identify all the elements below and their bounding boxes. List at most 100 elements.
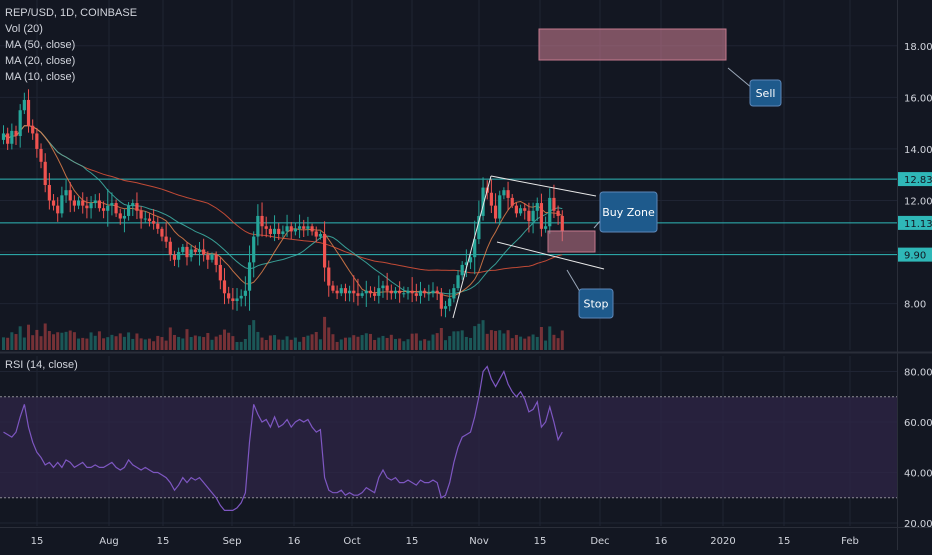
candle[interactable] (448, 289, 452, 312)
candle-body[interactable] (389, 290, 393, 294)
candle-body[interactable] (423, 290, 427, 294)
candle[interactable] (1, 125, 6, 145)
candle[interactable] (356, 278, 360, 306)
candle[interactable] (64, 179, 68, 203)
candle[interactable] (281, 225, 285, 238)
candle-body[interactable] (514, 205, 519, 214)
candle[interactable] (310, 223, 314, 236)
candle[interactable] (439, 288, 443, 317)
candle-body[interactable] (523, 208, 527, 211)
candle-body[interactable] (93, 200, 97, 204)
candle[interactable] (364, 280, 368, 307)
candle[interactable] (452, 284, 456, 303)
time-tick-label[interactable]: Sep (223, 536, 242, 547)
candle[interactable] (160, 226, 164, 242)
legend-ma10[interactable]: MA (10, close) (5, 71, 76, 83)
candle[interactable] (18, 104, 22, 148)
candle-body[interactable] (493, 205, 498, 219)
candle-body[interactable] (531, 210, 535, 222)
candle-body[interactable] (118, 213, 122, 219)
candle-body[interactable] (218, 264, 222, 281)
candle-body[interactable] (418, 290, 423, 296)
candle[interactable] (139, 206, 143, 229)
candle-body[interactable] (160, 228, 164, 237)
candle[interactable] (43, 153, 47, 193)
callout-box[interactable] (749, 79, 782, 107)
candle[interactable] (168, 237, 172, 262)
candle[interactable] (72, 195, 76, 212)
sell-zone[interactable] (538, 28, 727, 61)
candle-body[interactable] (356, 293, 360, 296)
candle-body[interactable] (97, 200, 102, 209)
candle-body[interactable] (460, 264, 464, 276)
candle-body[interactable] (164, 236, 168, 242)
candle[interactable] (147, 213, 152, 227)
candle-body[interactable] (414, 293, 418, 296)
candle[interactable] (552, 184, 556, 219)
candle[interactable] (210, 252, 214, 263)
candle[interactable] (481, 177, 485, 221)
candle-body[interactable] (314, 231, 318, 237)
candle-body[interactable] (510, 197, 514, 206)
candle[interactable] (76, 196, 81, 210)
candle[interactable] (39, 143, 43, 169)
drawings[interactable]: Sell Buy Zone Stop (452, 28, 782, 319)
legend-ma50[interactable]: MA (50, close) (5, 39, 76, 51)
candle-body[interactable] (548, 197, 552, 227)
candle-body[interactable] (152, 221, 156, 224)
candle-body[interactable] (335, 290, 339, 294)
candle[interactable] (214, 251, 218, 273)
candle[interactable] (518, 204, 523, 216)
candle[interactable] (239, 289, 243, 307)
candle-body[interactable] (139, 210, 143, 219)
candle[interactable] (381, 280, 385, 298)
candle[interactable] (302, 219, 306, 238)
candle-body[interactable] (189, 249, 193, 258)
candle-body[interactable] (122, 215, 127, 219)
candle[interactable] (143, 211, 147, 224)
candle[interactable] (377, 275, 381, 304)
candle-body[interactable] (156, 223, 160, 229)
candle[interactable] (10, 123, 14, 150)
candle-body[interactable] (339, 288, 343, 294)
candle[interactable] (14, 125, 18, 145)
candle[interactable] (502, 187, 506, 200)
candle-body[interactable] (539, 203, 544, 229)
candle-body[interactable] (535, 203, 539, 211)
candle[interactable] (93, 194, 97, 209)
candle-body[interactable] (302, 226, 306, 229)
candle[interactable] (127, 202, 131, 221)
candle[interactable] (410, 277, 414, 303)
candle[interactable] (418, 281, 423, 304)
candle[interactable] (398, 281, 402, 303)
candle-body[interactable] (402, 293, 406, 295)
candle[interactable] (35, 127, 39, 158)
candle-body[interactable] (26, 99, 31, 126)
candle[interactable] (177, 247, 181, 268)
candle-body[interactable] (398, 290, 402, 294)
candle-body[interactable] (556, 210, 560, 216)
candle-body[interactable] (393, 290, 398, 294)
candle-body[interactable] (85, 205, 89, 209)
candle-body[interactable] (6, 133, 10, 144)
candle-body[interactable] (110, 203, 114, 206)
candle[interactable] (101, 201, 106, 219)
candle[interactable] (539, 193, 544, 237)
candle-body[interactable] (552, 197, 556, 211)
time-axis[interactable]: 15 Aug 15 Sep 16 Oct 15 Nov 15 Dec 16 2020 15 Feb (31, 536, 859, 547)
candle[interactable] (443, 300, 448, 318)
candle-body[interactable] (214, 254, 218, 265)
candle[interactable] (402, 286, 406, 298)
candle[interactable] (414, 283, 418, 302)
candle-body[interactable] (235, 298, 239, 302)
candle-body[interactable] (227, 293, 231, 299)
buy-zone[interactable] (547, 230, 596, 253)
candle[interactable] (256, 204, 260, 246)
candle-body[interactable] (64, 190, 68, 196)
candle[interactable] (156, 217, 160, 234)
candle-body[interactable] (172, 254, 177, 260)
time-tick-label[interactable]: Dec (590, 536, 609, 547)
candle[interactable] (118, 208, 122, 225)
time-tick-label[interactable]: 15 (534, 536, 547, 547)
